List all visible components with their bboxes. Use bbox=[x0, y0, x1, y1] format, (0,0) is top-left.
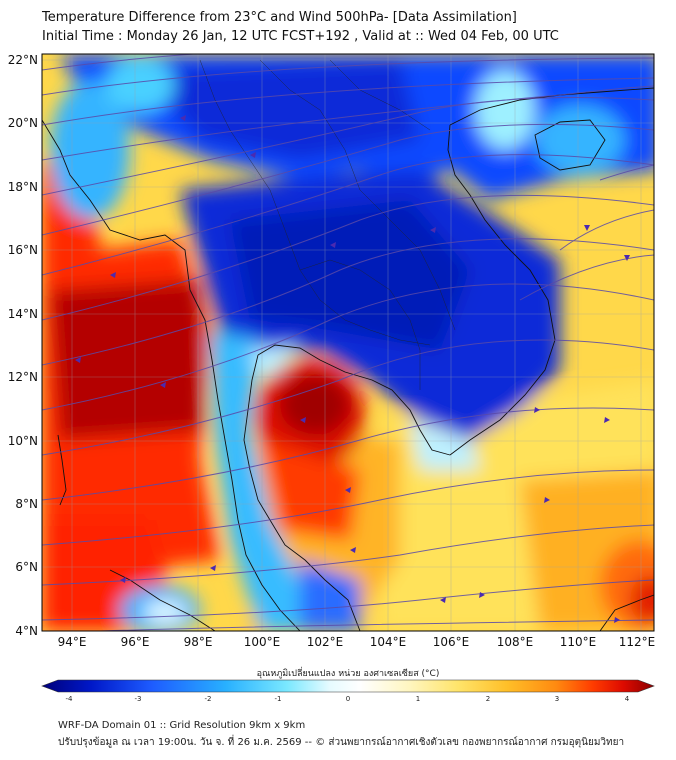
lon-label: 110°E bbox=[560, 635, 597, 649]
lon-label: 94°E bbox=[58, 635, 87, 649]
temperature-field bbox=[42, 54, 654, 631]
map-title: Temperature Difference from 23°C and Win… bbox=[42, 10, 517, 25]
lat-label: 4°N bbox=[15, 624, 38, 638]
lat-label: 8°N bbox=[15, 497, 38, 511]
lon-label: 100°E bbox=[244, 635, 281, 649]
borders bbox=[199, 59, 456, 390]
map-subtitle: Initial Time : Monday 26 Jan, 12 UTC FCS… bbox=[42, 29, 559, 44]
colorbar bbox=[41, 679, 655, 693]
lat-label: 22°N bbox=[8, 53, 38, 67]
colorbar-tick: 0 bbox=[346, 695, 350, 703]
lat-label: 16°N bbox=[8, 243, 38, 257]
colorbar-label: อุณหภูมิเปลี่ยนแปลง หน่วย องศาเซลเซียส (… bbox=[257, 666, 440, 679]
colorbar-tick: -3 bbox=[135, 695, 142, 703]
colorbar-tick: 3 bbox=[555, 695, 559, 703]
lon-label: 112°E bbox=[619, 635, 656, 649]
lon-label: 98°E bbox=[184, 635, 213, 649]
wind-arrows bbox=[75, 115, 630, 623]
colorbar-tick: 2 bbox=[486, 695, 490, 703]
colorbar-tick: -4 bbox=[66, 695, 74, 703]
lat-label: 6°N bbox=[15, 560, 38, 574]
lon-label: 104°E bbox=[370, 635, 407, 649]
footer-resolution: WRF-DA Domain 01 :: Grid Resolution 9km … bbox=[58, 720, 306, 731]
lat-label: 14°N bbox=[8, 307, 38, 321]
latitude-labels: 22°N 20°N 18°N 16°N 14°N 12°N 10°N 8°N 6… bbox=[8, 53, 38, 638]
lat-label: 18°N bbox=[8, 180, 38, 194]
colorbar-tick: 4 bbox=[625, 695, 630, 703]
lon-label: 108°E bbox=[497, 635, 534, 649]
map-frame bbox=[41, 53, 655, 632]
colorbar-tick: -1 bbox=[275, 695, 282, 703]
colorbar-tick: -2 bbox=[205, 695, 212, 703]
longitude-labels: 94°E 96°E 98°E 100°E 102°E 104°E 106°E 1… bbox=[58, 635, 656, 649]
lat-label: 12°N bbox=[8, 370, 38, 384]
graticule bbox=[42, 54, 654, 631]
colorbar-ticks: -4 -3 -2 -1 0 1 2 3 4 bbox=[66, 695, 630, 703]
footer-credit: ปรับปรุงข้อมูล ณ เวลา 19:00น. วัน จ. ที่… bbox=[58, 737, 625, 748]
wind-streamlines bbox=[42, 54, 654, 631]
lat-label: 20°N bbox=[8, 116, 38, 130]
lon-label: 96°E bbox=[121, 635, 150, 649]
lat-label: 10°N bbox=[8, 434, 38, 448]
colorbar-tick: 1 bbox=[416, 695, 420, 703]
lon-label: 106°E bbox=[433, 635, 470, 649]
lon-label: 102°E bbox=[307, 635, 344, 649]
